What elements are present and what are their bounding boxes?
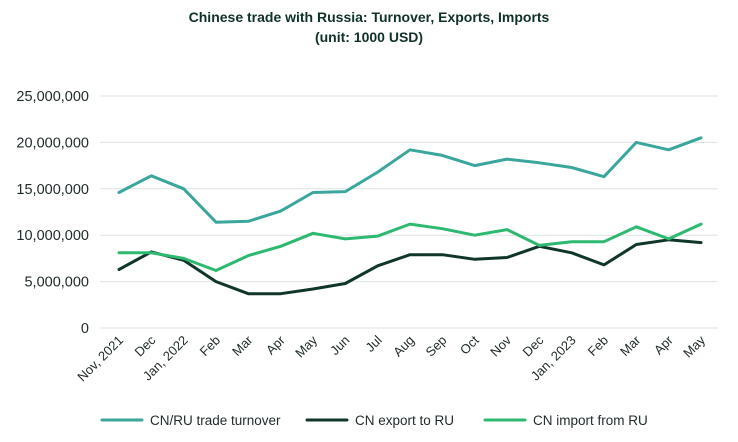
chart-subtitle: (unit: 1000 USD) — [315, 29, 423, 45]
x-tick-label: Nov — [487, 332, 514, 359]
series-line-2 — [117, 222, 703, 272]
legend: CN/RU trade turnover CN export to RU CN im… — [100, 413, 648, 428]
gridlines — [100, 95, 718, 329]
legend-label-2: CN import from RU — [533, 413, 648, 428]
x-tick-label: Jul — [362, 332, 384, 354]
x-tick-label: Feb — [585, 333, 611, 359]
y-axis: 0 5,000,000 10,000,000 15,000,000 20,000,000… — [16, 89, 89, 337]
legend-label-1: CN export to RU — [355, 413, 454, 428]
series-line-1 — [117, 238, 703, 296]
x-tick-label: May — [292, 332, 320, 360]
x-tick-label: Nov, 2021 — [74, 333, 126, 385]
x-tick-label: Dec — [519, 332, 546, 359]
y-tick-label: 15,000,000 — [16, 182, 89, 198]
x-tick-label: Sep — [422, 333, 449, 360]
chart-title: Chinese trade with Russia: Turnover, Exp… — [189, 9, 550, 25]
x-tick-label: Mar — [229, 332, 256, 359]
x-tick-label: Apr — [651, 332, 676, 357]
series-line-0 — [117, 136, 703, 224]
y-tick-label: 10,000,000 — [16, 228, 89, 244]
x-tick-label: Feb — [197, 333, 223, 359]
x-tick-label: Aug — [390, 333, 417, 360]
x-tick-label: Dec — [131, 332, 158, 359]
x-tick-label: Mar — [617, 332, 644, 359]
y-tick-label: 20,000,000 — [16, 135, 89, 151]
y-tick-label: 0 — [81, 321, 89, 337]
series-lines — [117, 136, 703, 296]
legend-label-0: CN/RU trade turnover — [150, 413, 281, 428]
x-tick-label: May — [680, 332, 708, 360]
x-tick-label: Oct — [457, 332, 482, 357]
y-tick-label: 25,000,000 — [16, 89, 89, 105]
x-tick-label: Apr — [263, 332, 288, 357]
x-tick-label: Jun — [327, 333, 352, 358]
y-tick-label: 5,000,000 — [24, 275, 89, 291]
